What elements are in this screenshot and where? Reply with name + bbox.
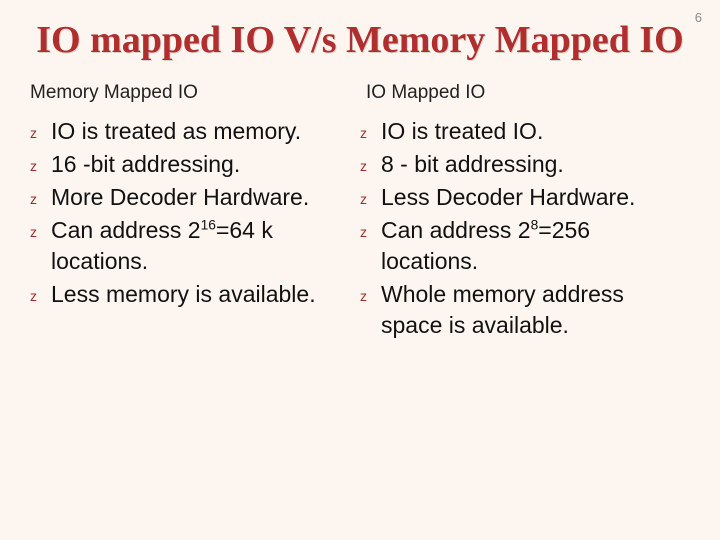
item-text: Can address 216=64 k locations. <box>51 215 360 277</box>
left-list: z IO is treated as memory. z 16 -bit addre… <box>30 116 360 310</box>
item-text: Less Decoder Hardware. <box>381 182 690 213</box>
right-column-header: IO Mapped IO <box>360 82 690 104</box>
bullet-icon: z <box>360 124 367 143</box>
list-item: z IO is treated IO. <box>360 116 690 147</box>
list-item: z More Decoder Hardware. <box>30 182 360 213</box>
list-item: z Less Decoder Hardware. <box>360 182 690 213</box>
list-item: z Less memory is available. <box>30 279 360 310</box>
slide-title: IO mapped IO V/s Memory Mapped IO <box>0 0 720 74</box>
right-list: zIO is treated IO. z8 - bit addressing. … <box>360 116 690 341</box>
right-column: IO Mapped IO z IO is treated IO. z 8 - bit… <box>360 82 690 343</box>
list-item: z 16 -bit addressing. <box>30 149 360 180</box>
page-number: 6 <box>695 10 702 25</box>
list-item: z IO is treated as memory. <box>30 116 360 147</box>
bullet-icon: z <box>360 190 367 209</box>
left-column-header: Memory Mapped IO <box>30 82 360 104</box>
item-text: More Decoder Hardware. <box>51 182 360 213</box>
bullet-icon: z <box>360 223 367 242</box>
bullet-icon: z <box>360 287 367 306</box>
bullet-icon: z <box>30 223 37 242</box>
bullet-icon: z <box>30 157 37 176</box>
item-text: Can address 28=256 locations. <box>381 215 690 277</box>
item-text: Less memory is available. <box>51 279 360 310</box>
columns-container: Memory Mapped IO zIO is treated as memor… <box>0 74 720 343</box>
item-text: 8 - bit addressing. <box>381 149 690 180</box>
bullet-icon: z <box>360 157 367 176</box>
list-item: z Whole memory address space is available… <box>360 279 690 341</box>
bullet-icon: z <box>30 124 37 143</box>
bullet-icon: z <box>30 190 37 209</box>
item-text: IO is treated IO. <box>381 116 690 147</box>
list-item: z Can address 216=64 k locations. <box>30 215 360 277</box>
list-item: z Can address 28=256 locations. <box>360 215 690 277</box>
item-text: IO is treated as memory. <box>51 116 360 147</box>
item-text: 16 -bit addressing. <box>51 149 360 180</box>
bullet-icon: z <box>30 287 37 306</box>
item-text: Whole memory address space is available. <box>381 279 690 341</box>
list-item: z 8 - bit addressing. <box>360 149 690 180</box>
left-column: Memory Mapped IO z IO is treated as memor… <box>30 82 360 343</box>
